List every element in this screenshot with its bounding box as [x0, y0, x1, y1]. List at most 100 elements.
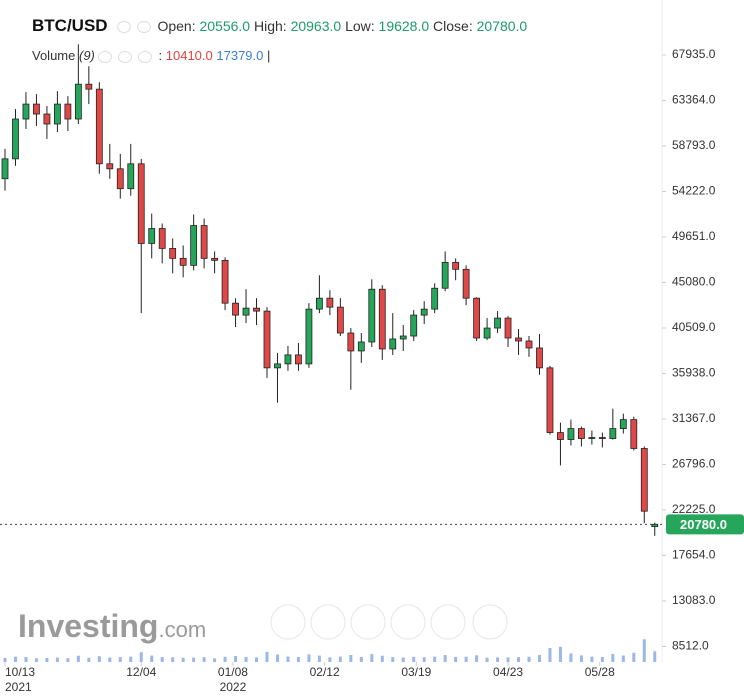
candle-body: [483, 327, 491, 339]
candle-body: [242, 307, 250, 316]
candle-body: [462, 268, 470, 299]
volume-bar: [653, 651, 657, 662]
symbol: BTC/USD: [32, 16, 108, 35]
close-value: 20780.0: [476, 18, 528, 34]
y-tick-label: 35938.0: [672, 366, 716, 380]
volume-sep: :: [158, 48, 163, 63]
candle-body: [274, 363, 281, 369]
cursor: |: [267, 48, 271, 63]
volume-bar: [569, 653, 573, 662]
y-tick-label: 13083.0: [672, 593, 716, 607]
volume-bar: [76, 655, 80, 662]
candle-body: [74, 83, 82, 120]
candle-body: [431, 287, 439, 310]
candle-body: [263, 310, 271, 369]
y-tick-label: 17654.0: [672, 548, 716, 562]
candle-body: [389, 338, 397, 350]
volume-bar: [349, 654, 353, 662]
candle-body: [200, 225, 208, 259]
volume-bar: [244, 656, 248, 662]
candle-body: [295, 354, 302, 365]
volume-bar: [454, 656, 458, 662]
volume-bar: [265, 651, 269, 662]
candle-body: [504, 317, 512, 339]
volume-ma: 17379.0: [216, 48, 264, 63]
volume-bar: [475, 655, 479, 662]
candle-body: [452, 261, 460, 270]
last-price-label: 20780.0: [680, 517, 727, 532]
volume-bar: [422, 657, 426, 662]
candle-body: [494, 317, 501, 329]
x-tick-year: 2021: [5, 680, 32, 694]
volume-bar: [234, 656, 238, 662]
volume-bar: [171, 657, 175, 662]
volume-bar: [34, 658, 38, 662]
y-tick-label: 45080.0: [672, 275, 716, 289]
volume-bar: [496, 657, 500, 662]
volume-bar: [412, 656, 416, 662]
volume-bar: [192, 657, 196, 662]
volume-bar: [370, 654, 374, 662]
candle-body: [326, 297, 334, 308]
y-tick-label: 26796.0: [672, 457, 716, 471]
candle-body: [54, 103, 61, 125]
volume-bar: [307, 654, 311, 662]
candle-body: [347, 332, 355, 352]
volume-bar: [129, 656, 133, 662]
volume-bar: [139, 652, 143, 662]
x-tick-label: 01/08: [218, 665, 248, 679]
volume-bar: [286, 656, 290, 662]
candle-body: [441, 261, 449, 289]
volume-bar: [600, 656, 604, 662]
y-tick-label: 40509.0: [672, 320, 716, 334]
candle-body: [410, 314, 418, 337]
volume-bar: [275, 654, 279, 662]
volume-bar: [537, 654, 541, 662]
candle-body: [211, 257, 219, 261]
volume-bar: [433, 656, 437, 662]
volume-bars: [3, 639, 657, 662]
volume-bar: [558, 646, 562, 662]
candle-body: [640, 448, 648, 512]
volume-bar: [150, 655, 154, 662]
volume-bar: [3, 657, 7, 662]
volume-bar: [223, 656, 227, 662]
candle-body: [148, 228, 156, 244]
candle-body: [12, 118, 19, 160]
open-label: Open:: [157, 18, 196, 34]
volume-bar: [506, 657, 510, 662]
volume-bar: [328, 657, 332, 662]
candle-body: [557, 432, 564, 440]
candle-body: [85, 83, 93, 90]
volume-bar: [55, 657, 59, 662]
volume-bar: [485, 657, 489, 662]
x-tick-label: 02/12: [310, 665, 340, 679]
candle-body: [284, 354, 292, 365]
legend: BTC/USD Open: 20556.0 High: 20963.0 Low:…: [32, 16, 527, 36]
volume-bar: [213, 658, 217, 662]
volume-bar: [621, 655, 625, 662]
x-tick-label: 05/28: [585, 665, 615, 679]
volume-bar: [160, 657, 164, 662]
candle-body: [420, 308, 428, 316]
candle-body: [336, 306, 344, 334]
volume-bar: [548, 648, 552, 662]
y-tick-label: 54222.0: [672, 184, 716, 198]
candle-body: [378, 288, 386, 350]
volume-bar: [97, 656, 101, 662]
candle-body: [116, 168, 124, 190]
volume-bar: [24, 657, 28, 662]
x-tick-label: 03/19: [401, 665, 431, 679]
volume-bar: [108, 657, 112, 662]
high-value: 20963.0: [290, 18, 342, 34]
candle-body: [305, 308, 313, 365]
open-value: 20556.0: [199, 18, 251, 34]
last-price-badge: [666, 514, 744, 535]
x-tick-label: 04/23: [493, 665, 523, 679]
volume-bar: [13, 656, 17, 662]
candle-body: [179, 257, 187, 266]
volume-bar: [317, 655, 321, 662]
high-label: High:: [253, 18, 287, 34]
volume-period: (9): [79, 48, 95, 63]
